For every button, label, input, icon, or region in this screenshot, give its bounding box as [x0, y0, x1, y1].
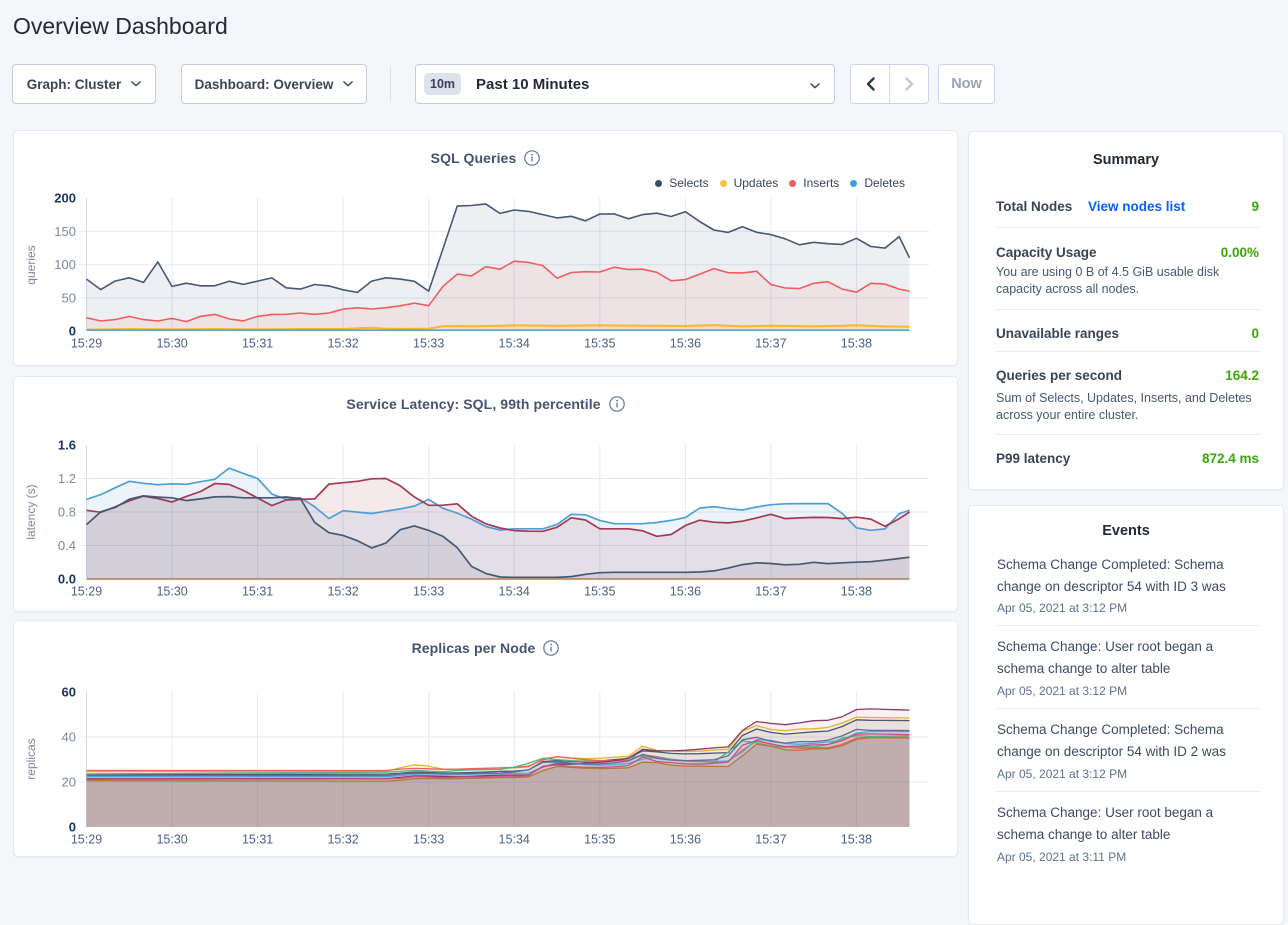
svg-text:15:32: 15:32 — [327, 337, 358, 351]
svg-text:15:38: 15:38 — [841, 337, 872, 351]
svg-text:0: 0 — [69, 820, 76, 835]
svg-text:15:30: 15:30 — [156, 585, 187, 599]
svg-text:50: 50 — [62, 291, 76, 306]
svg-text:15:34: 15:34 — [499, 585, 530, 599]
svg-text:15:31: 15:31 — [242, 337, 273, 351]
svg-text:15:33: 15:33 — [413, 337, 444, 351]
svg-text:15:35: 15:35 — [584, 833, 615, 847]
svg-text:1.6: 1.6 — [58, 438, 76, 453]
svg-text:15:37: 15:37 — [755, 833, 786, 847]
svg-text:150: 150 — [54, 224, 76, 239]
svg-text:15:33: 15:33 — [413, 833, 444, 847]
svg-text:replicas: replicas — [24, 738, 38, 779]
svg-text:15:31: 15:31 — [242, 833, 273, 847]
svg-text:queries: queries — [24, 245, 38, 284]
svg-text:15:35: 15:35 — [584, 585, 615, 599]
svg-text:15:30: 15:30 — [156, 833, 187, 847]
svg-text:15:30: 15:30 — [156, 337, 187, 351]
svg-text:40: 40 — [62, 730, 76, 745]
svg-text:15:34: 15:34 — [499, 337, 530, 351]
svg-text:20: 20 — [62, 775, 76, 790]
svg-text:15:32: 15:32 — [327, 585, 358, 599]
svg-text:15:38: 15:38 — [841, 585, 872, 599]
svg-text:15:37: 15:37 — [755, 585, 786, 599]
svg-text:1.2: 1.2 — [58, 471, 76, 486]
svg-text:15:37: 15:37 — [755, 337, 786, 351]
svg-text:200: 200 — [54, 191, 76, 206]
svg-text:0.4: 0.4 — [58, 538, 76, 553]
svg-text:0: 0 — [69, 324, 76, 339]
svg-text:15:32: 15:32 — [327, 833, 358, 847]
svg-text:15:29: 15:29 — [71, 337, 102, 351]
svg-text:60: 60 — [62, 685, 76, 700]
svg-text:15:36: 15:36 — [670, 585, 701, 599]
svg-text:15:29: 15:29 — [71, 585, 102, 599]
svg-text:15:31: 15:31 — [242, 585, 273, 599]
svg-text:0.0: 0.0 — [58, 572, 76, 587]
svg-text:15:34: 15:34 — [499, 833, 530, 847]
svg-text:15:29: 15:29 — [71, 833, 102, 847]
svg-text:latency (s): latency (s) — [24, 484, 38, 539]
svg-text:15:36: 15:36 — [670, 833, 701, 847]
svg-text:100: 100 — [54, 257, 76, 272]
svg-text:15:38: 15:38 — [841, 833, 872, 847]
svg-text:15:35: 15:35 — [584, 337, 615, 351]
svg-text:15:36: 15:36 — [670, 337, 701, 351]
svg-text:0.8: 0.8 — [58, 505, 76, 520]
svg-text:15:33: 15:33 — [413, 585, 444, 599]
